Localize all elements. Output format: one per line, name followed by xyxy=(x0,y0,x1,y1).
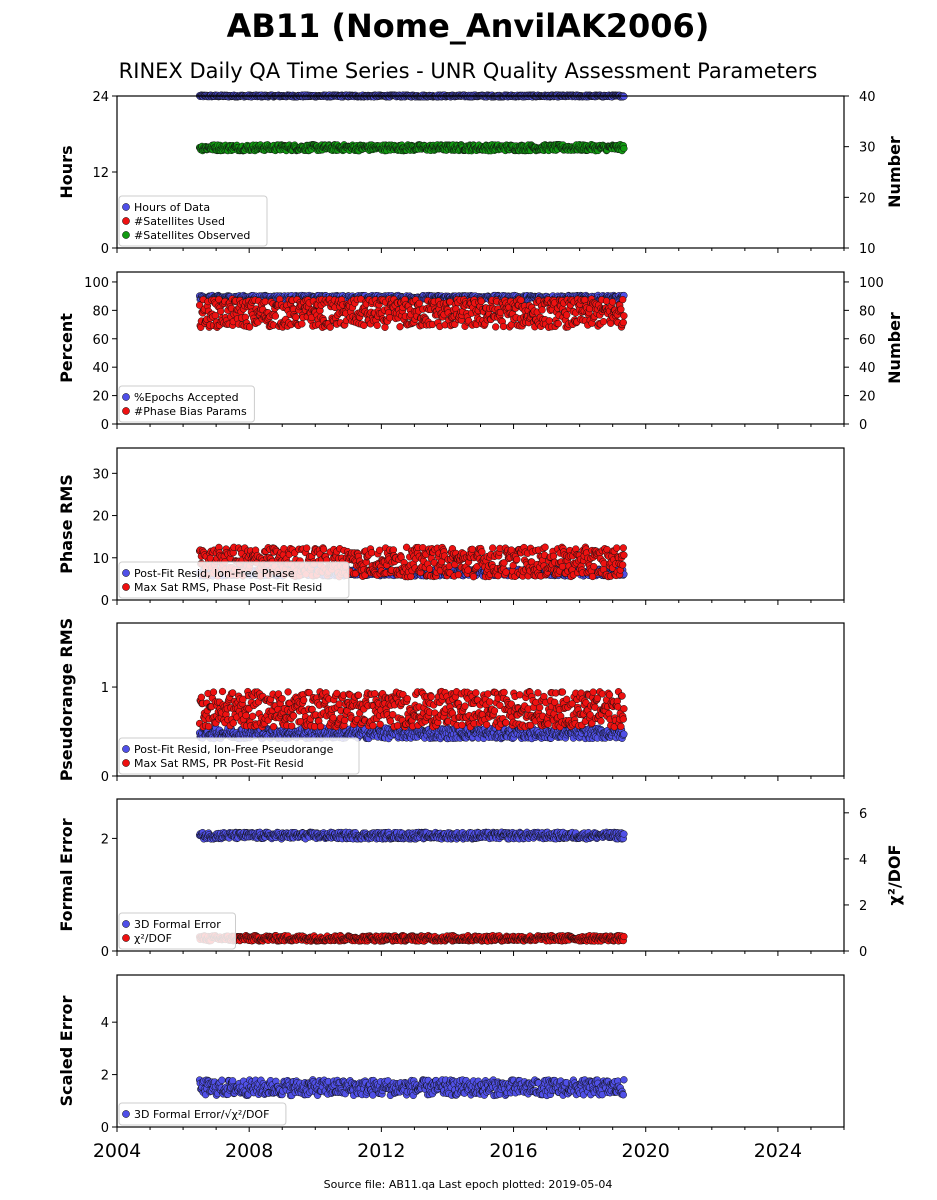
legend: Hours of Data#Satellites Used#Satellites… xyxy=(118,195,268,247)
data-point xyxy=(271,312,280,320)
data-point xyxy=(517,296,525,304)
data-point xyxy=(245,323,254,331)
data-point xyxy=(619,544,627,552)
data-point xyxy=(326,323,334,331)
y-tick-label: 12 xyxy=(92,166,109,181)
y-right-tick-label: 30 xyxy=(859,141,876,156)
series-points xyxy=(195,295,628,331)
legend-marker xyxy=(122,407,130,415)
y-tick-label: 10 xyxy=(92,552,109,567)
legend-label: #Satellites Observed xyxy=(134,229,250,242)
y-axis-label: Phase RMS xyxy=(57,474,76,574)
data-point xyxy=(620,551,628,559)
data-point xyxy=(303,544,311,552)
data-point xyxy=(499,322,508,331)
y-right-tick-label: 0 xyxy=(859,418,867,433)
legend-label: Hours of Data xyxy=(134,201,210,214)
data-point xyxy=(502,568,510,576)
legend-label: #Phase Bias Params xyxy=(134,405,247,418)
series-points xyxy=(195,140,628,155)
y-tick-label: 0 xyxy=(101,242,109,257)
y-axis-label: Percent xyxy=(57,313,76,383)
data-point xyxy=(454,571,463,579)
y-right-axis-label: Number xyxy=(885,136,904,208)
data-point xyxy=(368,549,376,557)
y-tick-label: 40 xyxy=(92,361,109,376)
legend-marker xyxy=(122,569,130,577)
legend-marker xyxy=(122,231,130,239)
y-right-tick-label: 100 xyxy=(859,276,884,291)
data-point xyxy=(319,545,328,553)
legend-marker xyxy=(122,393,130,401)
data-point xyxy=(590,562,598,571)
panel-3: 0 10 20 30 Phase RMS Post-Fit Resid, Ion-Free… xyxy=(57,447,845,609)
y-tick-label: 0 xyxy=(101,418,109,433)
y-tick-label: 80 xyxy=(92,304,109,319)
data-point xyxy=(619,318,627,327)
y-right-tick-label: 60 xyxy=(859,333,876,348)
chart-title: AB11 (Nome_AnvilAK2006) xyxy=(227,7,710,45)
data-point xyxy=(217,307,225,316)
data-point xyxy=(492,323,500,331)
data-point xyxy=(613,544,621,552)
legend-label: Post-Fit Resid, Ion-Free Phase xyxy=(134,567,295,580)
data-point xyxy=(620,144,628,153)
data-point xyxy=(513,555,521,564)
data-point xyxy=(620,312,628,320)
chart-subtitle: RINEX Daily QA Time Series - UNR Quality… xyxy=(119,59,818,83)
data-point xyxy=(373,321,381,330)
y-tick-label: 0 xyxy=(101,594,109,609)
data-point xyxy=(617,305,625,313)
legend-marker xyxy=(122,583,130,591)
y-tick-label: 30 xyxy=(92,467,109,482)
legend-label: Max Sat RMS, Phase Post-Fit Resid xyxy=(134,581,322,594)
data-point xyxy=(554,319,562,328)
y-tick-label: 24 xyxy=(92,90,109,105)
y-tick-label: 60 xyxy=(92,333,109,348)
data-point xyxy=(538,306,546,314)
y-right-tick-label: 40 xyxy=(859,90,876,105)
data-point xyxy=(469,573,478,581)
data-point xyxy=(477,297,485,305)
legend-label: %Epochs Accepted xyxy=(134,391,239,404)
data-point xyxy=(608,298,617,306)
y-right-axis-label: Number xyxy=(885,312,904,384)
data-point xyxy=(549,552,558,560)
data-point xyxy=(599,317,608,326)
y-right-tick-label: 80 xyxy=(859,304,876,319)
legend: %Epochs Accepted#Phase Bias Params xyxy=(118,385,255,423)
data-point xyxy=(407,572,415,581)
legend-label: #Satellites Used xyxy=(134,215,225,228)
y-right-tick-label: 40 xyxy=(859,361,876,376)
data-point xyxy=(396,323,404,331)
data-point xyxy=(619,295,627,304)
data-point xyxy=(602,297,611,305)
y-right-tick-label: 20 xyxy=(859,390,876,405)
data-point xyxy=(619,561,627,569)
y-axis-label: Hours xyxy=(57,145,76,198)
data-point xyxy=(425,565,434,573)
y-right-tick-label: 10 xyxy=(859,242,876,257)
data-point xyxy=(292,313,300,321)
legend-marker xyxy=(122,203,130,211)
panel-2: 0 20 40 60 80 100 0 20 40 60 80 100 Number Percent %Ep… xyxy=(57,271,904,433)
data-point xyxy=(381,323,389,331)
data-point xyxy=(468,545,476,553)
y-tick-label: 100 xyxy=(84,276,109,291)
data-point xyxy=(563,311,571,319)
data-point xyxy=(478,548,486,556)
y-tick-label: 20 xyxy=(92,390,109,405)
data-point xyxy=(298,320,306,328)
data-point xyxy=(489,544,497,552)
y-tick-label: 20 xyxy=(92,510,109,525)
legend-marker xyxy=(122,217,130,225)
y-right-tick-label: 20 xyxy=(859,191,876,206)
data-point xyxy=(541,543,549,551)
